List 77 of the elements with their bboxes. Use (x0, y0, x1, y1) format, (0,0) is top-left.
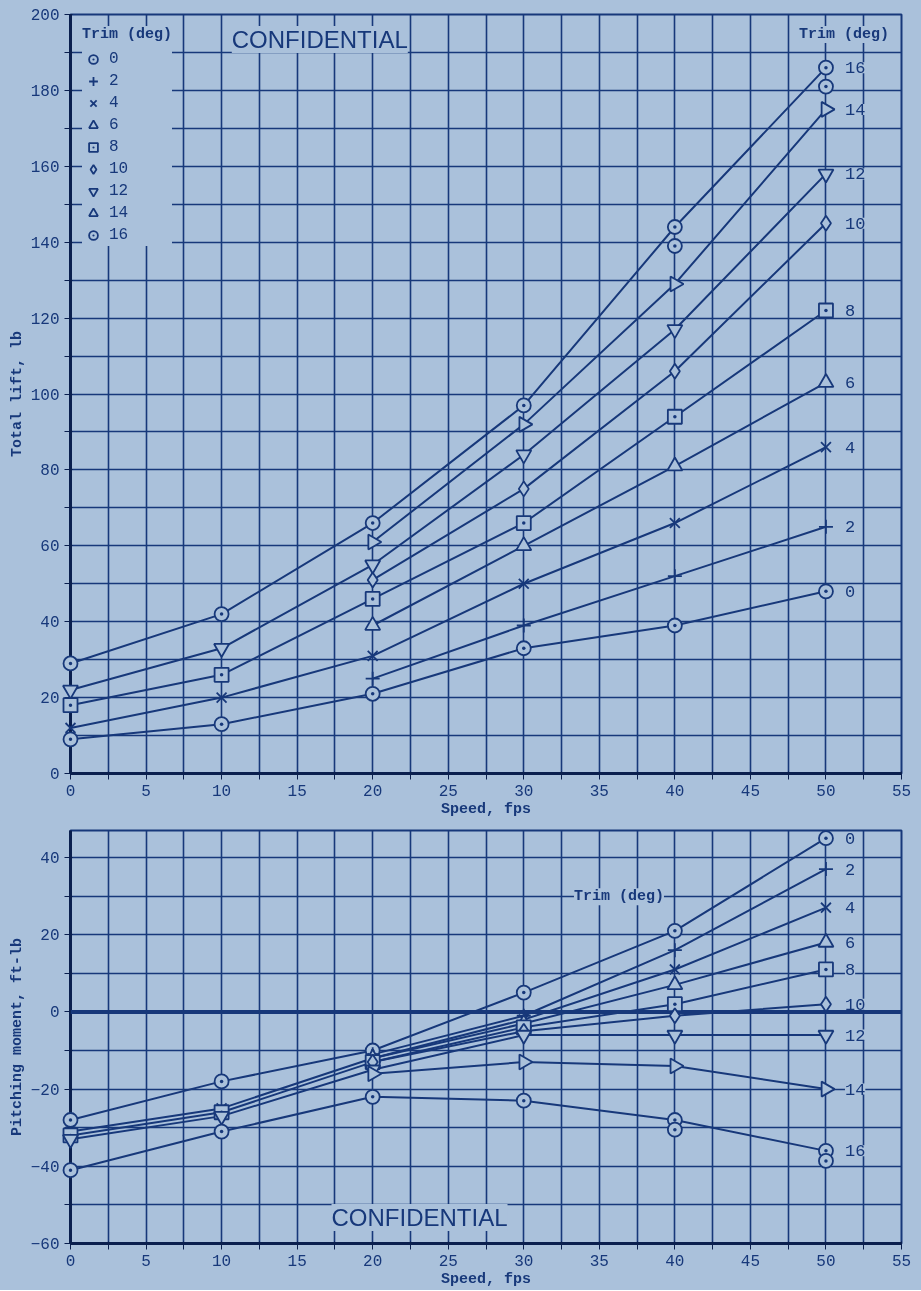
legend-label: 12 (109, 182, 129, 200)
y-tick-label: 140 (30, 234, 60, 253)
y-tick-label: 0 (49, 766, 60, 784)
x-tick-label: 35 (589, 1252, 609, 1271)
y-tick-label: 60 (40, 538, 60, 557)
x-axis-title: Speed, fps (440, 800, 532, 818)
annotation: CONFIDENTIAL (231, 25, 408, 53)
y-axis-title: Pitching moment, ft-lb (8, 937, 26, 1137)
x-tick-label: 20 (363, 1252, 383, 1271)
y-tick-label: 20 (40, 690, 60, 709)
x-axis-title: Speed, fps (440, 1270, 532, 1288)
x-tick-label: 10 (211, 782, 232, 801)
legend-label: 6 (109, 116, 120, 134)
series-label: 4 (844, 899, 856, 919)
annotation: Trim (deg) (573, 888, 664, 906)
x-tick-label: 0 (65, 782, 76, 801)
legend-title: Trim (deg) (82, 26, 173, 43)
x-tick-label: 5 (141, 782, 151, 801)
y-tick-label: 160 (30, 158, 60, 177)
series-label: 8 (844, 960, 856, 980)
x-tick-label: 55 (891, 1252, 912, 1271)
text: 12 (844, 165, 866, 185)
y-tick-label: −20 (30, 1081, 60, 1100)
legend-label: 4 (109, 94, 120, 112)
x-tick-label: 45 (740, 782, 761, 801)
x-tick-label: 50 (816, 1252, 836, 1271)
x-tick-label: 45 (740, 1252, 761, 1271)
x-tick-label: 15 (287, 1252, 307, 1271)
legend-label: 2 (109, 72, 120, 90)
y-tick-label: 40 (40, 850, 60, 869)
text: 8 (844, 302, 856, 322)
text: 4 (844, 438, 856, 458)
annotation: CONFIDENTIAL (331, 1204, 508, 1232)
text: 16 (844, 59, 866, 79)
y-tick-label: 100 (30, 386, 60, 405)
series-label: 12 (844, 1026, 866, 1046)
y-tick-label: 0 (49, 1004, 60, 1023)
text: 6 (844, 374, 856, 394)
x-tick-label: 50 (816, 782, 836, 801)
y-tick-label: 180 (30, 82, 60, 101)
y-tick-label: −60 (30, 1236, 60, 1254)
series-label: 10 (844, 995, 866, 1015)
x-tick-label: 35 (589, 782, 609, 801)
text: 14 (844, 100, 866, 120)
x-tick-label: 20 (363, 782, 383, 801)
series-label: 16 (844, 1142, 866, 1162)
x-tick-label: 0 (65, 1252, 76, 1271)
x-tick-label: 40 (665, 782, 685, 801)
series-label: 0 (844, 829, 856, 849)
series-label: 14 (844, 1080, 866, 1100)
y-tick-label: 80 (40, 462, 60, 481)
text: 0 (844, 582, 856, 602)
text: 10 (844, 214, 866, 234)
x-tick-label: 55 (891, 782, 912, 801)
y-tick-label: 20 (40, 927, 60, 946)
y-tick-label: 40 (40, 614, 60, 633)
x-tick-label: 25 (438, 1252, 458, 1271)
x-tick-label: 30 (514, 1252, 534, 1271)
y-tick-label: 200 (30, 7, 60, 25)
legend-label: 16 (109, 226, 129, 244)
legend-label: 8 (109, 138, 120, 156)
legend-label: 14 (109, 204, 129, 222)
x-tick-label: 15 (287, 782, 307, 801)
y-tick-label: 120 (30, 310, 60, 329)
text: 2 (844, 518, 856, 538)
legend-label: 0 (109, 50, 120, 68)
annotation: Trim (deg) (799, 25, 890, 43)
x-tick-label: 40 (665, 1252, 685, 1271)
series-label: 2 (844, 860, 856, 880)
x-tick-label: 5 (141, 1252, 151, 1271)
x-tick-label: 30 (514, 782, 534, 801)
y-tick-label: −40 (30, 1158, 60, 1177)
y-axis-title: Total lift, lb (8, 330, 26, 458)
x-tick-label: 10 (211, 1252, 232, 1271)
legend-label: 10 (109, 160, 129, 178)
series-label: 6 (844, 933, 856, 953)
x-tick-label: 25 (438, 782, 458, 801)
